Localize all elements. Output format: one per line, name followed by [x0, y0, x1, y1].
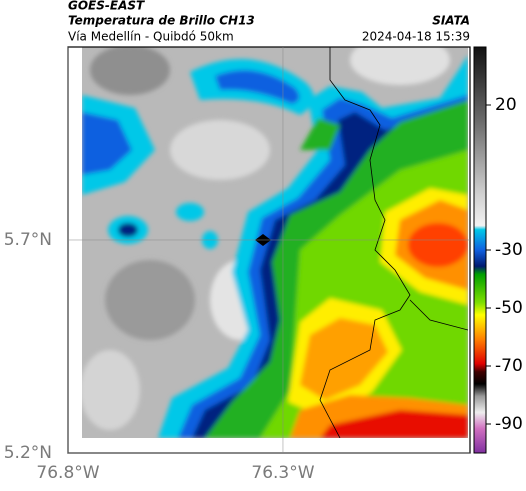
colorbar-tick-label: -30 [495, 240, 523, 260]
colorbar-tick-label: -90 [495, 414, 523, 434]
source: SIATA [432, 14, 470, 28]
y-tick-label: 5.2°N [4, 443, 52, 463]
route: Vía Medellín - Quibdó 50km [68, 30, 234, 44]
timestamp: 2024-04-18 15:39 [362, 30, 470, 44]
colorbar-tick-label: -50 [495, 298, 523, 318]
x-tick-label: 76.3°W [251, 463, 314, 483]
colorbar-tick-label: -70 [495, 356, 523, 376]
imagery [82, 47, 468, 438]
y-tick-label: 5.7°N [4, 230, 52, 250]
product: Temperatura de Brillo CH13 [68, 14, 255, 28]
satellite: GOES-EAST [68, 0, 145, 13]
colorbar-tick-label: 20 [495, 95, 517, 115]
x-tick-label: 76.8°W [36, 463, 99, 483]
colorbar [473, 46, 487, 454]
